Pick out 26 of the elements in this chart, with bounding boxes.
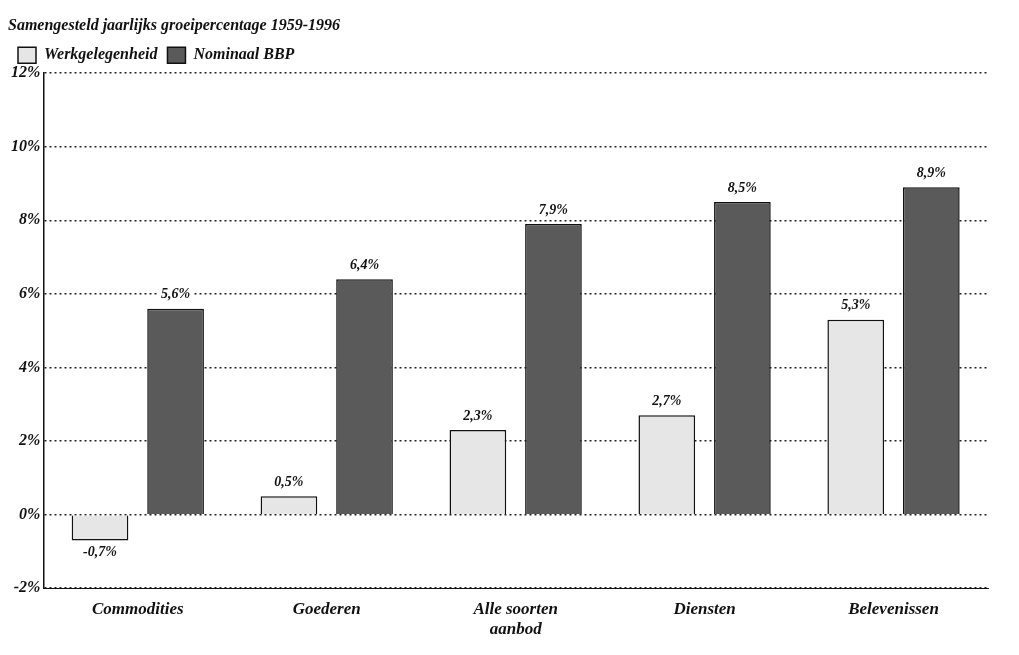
data-label: -0,7% (83, 543, 117, 559)
x-tick-label: Alle soorten aanbod (472, 598, 558, 639)
data-label: 6,4% (349, 256, 380, 272)
data-label: 0,5% (274, 473, 304, 489)
y-tick-label: 10% (11, 136, 41, 154)
x-tick-label: Commodities (91, 598, 184, 618)
y-tick-label: 6% (19, 284, 41, 302)
data-label: 7,9% (538, 201, 569, 217)
data-label: 8,5% (727, 179, 757, 195)
data-label: 5,6% (161, 286, 191, 302)
y-tick-label: 8% (19, 210, 41, 228)
y-tick-label: 12% (11, 63, 41, 81)
data-label: 2,3% (462, 407, 493, 423)
x-tick-label: Diensten (672, 598, 736, 618)
data-label: 2,7% (651, 392, 682, 408)
y-tick-label: -2% (13, 578, 41, 596)
data-label: 8,9% (916, 164, 946, 180)
legend-label: Nominaal BBP (192, 45, 295, 63)
legend-title: Samengesteld jaarlijks groeipercentage 1959-1996 (8, 16, 340, 35)
y-tick-label: 2% (18, 431, 41, 449)
y-tick-label: 0% (19, 504, 41, 522)
y-tick-label: 4% (18, 357, 41, 375)
data-label: 5,3% (841, 297, 871, 313)
x-tick-label: Goederen (292, 598, 361, 618)
x-tick-label: Belevenissen (847, 598, 939, 618)
legend-label: Werkgelegenheid (44, 45, 159, 64)
